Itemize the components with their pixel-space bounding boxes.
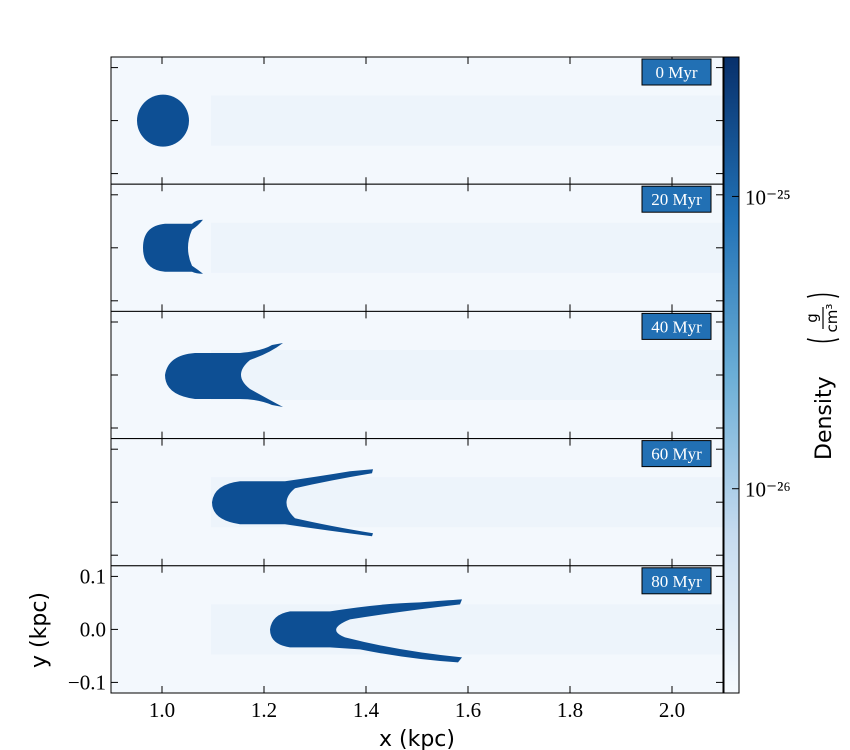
panel-label: 60 Myr xyxy=(651,445,702,464)
panel-label: 20 Myr xyxy=(651,190,702,209)
panel-label: 40 Myr xyxy=(651,317,702,336)
panel-label-box xyxy=(641,185,712,213)
colorbar-label: Density g cm³ xyxy=(803,293,841,460)
x-tick-label: 1.6 xyxy=(455,698,481,722)
x-tick-label: 1.8 xyxy=(557,698,583,722)
colorbar-tick-label: 10⁻²⁶ xyxy=(745,478,791,502)
colorbar-title: Density xyxy=(812,376,837,460)
panel-label: 0 Myr xyxy=(655,63,697,82)
y-axis-label: y (kpc) xyxy=(27,592,52,668)
colorbar-tick-label: 10⁻²⁵ xyxy=(745,185,791,209)
cloud xyxy=(165,343,283,407)
y-tick-label: −0.1 xyxy=(68,670,106,694)
panels xyxy=(110,56,724,694)
x-tick-label: 1.2 xyxy=(251,698,277,722)
density-field xyxy=(211,350,723,400)
paren xyxy=(806,338,840,343)
x-tick-label: 1.4 xyxy=(353,698,380,722)
x-axis-label: x (kpc) xyxy=(379,727,455,750)
unit-denominator: cm³ xyxy=(823,304,841,333)
cloud xyxy=(270,599,462,663)
cloud xyxy=(143,219,203,274)
panel-label-box xyxy=(641,312,712,340)
y-tick-label: 0.0 xyxy=(80,617,106,641)
panel-label-box xyxy=(641,567,712,595)
panel-label-box xyxy=(641,58,712,86)
x-tick-label: 1.0 xyxy=(149,698,175,722)
unit-numerator: g xyxy=(803,313,821,323)
panel-label: 80 Myr xyxy=(651,572,702,591)
cloud xyxy=(137,94,189,147)
x-tick-label: 2.0 xyxy=(659,698,685,722)
paren xyxy=(806,293,840,298)
y-tick-label: 0.1 xyxy=(80,564,106,588)
panel-label-box xyxy=(641,440,712,468)
density-field xyxy=(211,222,723,273)
colorbar xyxy=(723,56,740,694)
cloud xyxy=(212,469,373,537)
density-field xyxy=(211,95,723,146)
